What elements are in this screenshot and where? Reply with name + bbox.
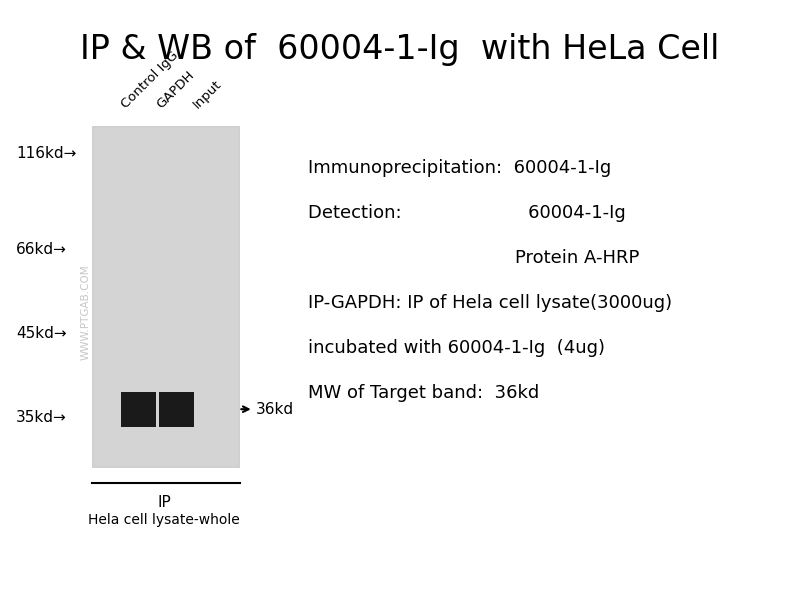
Text: IP: IP [157, 495, 171, 510]
Text: GAPDH: GAPDH [154, 68, 197, 111]
Text: WWW.PTGAB.COM: WWW.PTGAB.COM [81, 264, 90, 360]
Text: Control IgG: Control IgG [118, 49, 181, 111]
Text: IP & WB of  60004-1-Ig  with HeLa Cell: IP & WB of 60004-1-Ig with HeLa Cell [80, 33, 720, 66]
Text: IP-GAPDH: IP of Hela cell lysate(3000ug): IP-GAPDH: IP of Hela cell lysate(3000ug) [308, 294, 672, 312]
Text: Hela cell lysate-whole: Hela cell lysate-whole [88, 513, 240, 527]
Text: 35kd→: 35kd→ [16, 409, 66, 425]
Text: Protein A-HRP: Protein A-HRP [308, 249, 639, 267]
Text: MW of Target band:  36kd: MW of Target band: 36kd [308, 384, 539, 402]
Text: Input: Input [190, 77, 224, 111]
Text: incubated with 60004-1-Ig  (4ug): incubated with 60004-1-Ig (4ug) [308, 339, 605, 357]
Text: 36kd: 36kd [256, 402, 294, 416]
Text: Detection:                      60004-1-Ig: Detection: 60004-1-Ig [308, 204, 626, 222]
Text: 66kd→: 66kd→ [16, 241, 67, 257]
Text: 45kd→: 45kd→ [16, 325, 66, 340]
Text: Immunoprecipitation:  60004-1-Ig: Immunoprecipitation: 60004-1-Ig [308, 159, 611, 177]
Text: 116kd→: 116kd→ [16, 145, 76, 160]
